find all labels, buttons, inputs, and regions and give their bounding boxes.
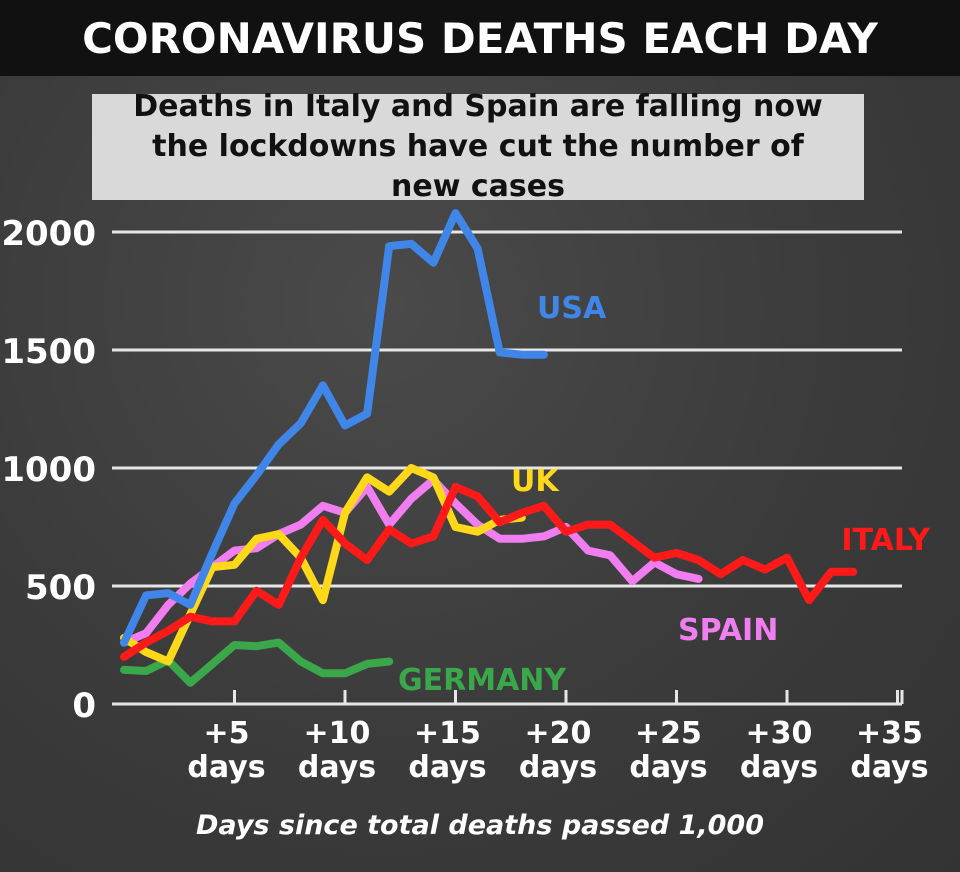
x-tick-label-unit: days [298,750,376,785]
series-labels: GERMANY SPAIN UK ITALY USA [398,291,931,698]
x-tick-label: +15 [414,716,481,751]
chart-title: CORONAVIRUS DEATHS EACH DAY [82,13,878,63]
y-tick-label: 0 [72,686,96,726]
x-tick-label-unit: days [408,750,486,785]
x-tick-label-unit: days [740,750,818,785]
y-tick-label: 2000 [1,214,96,254]
x-tick-label: +5 [203,716,249,751]
series-line-uk [120,464,526,666]
x-axis-ticks: +5days+10days+15days+20days+25days+30day… [187,716,928,785]
x-tick-label: +30 [746,716,813,751]
x-tick-label-unit: days [519,750,597,785]
y-axis-ticks: 0 500 1000 1500 2000 [1,214,96,726]
y-tick-label: 1000 [1,450,96,490]
series-line-spain [120,475,703,647]
gridlines [112,230,904,706]
x-tick-label-unit: days [850,750,928,785]
x-tick-label-unit: days [629,750,707,785]
series-label-spain: SPAIN [678,613,778,648]
series-label-germany: GERMANY [398,663,567,698]
x-tick-label: +20 [525,716,592,751]
series-line-italy [120,482,858,661]
y-tick-label: 1500 [1,332,96,372]
series-label-uk: UK [511,464,560,499]
series-label-usa: USA [537,291,607,326]
x-tick-label: +35 [856,716,923,751]
x-tick-label: +10 [304,716,371,751]
x-axis-label: Days since total deaths passed 1,000 [196,810,764,841]
title-bar: CORONAVIRUS DEATHS EACH DAY [0,0,960,76]
chart-subtitle: Deaths in Italy and Spain are falling no… [133,89,823,204]
x-tick-label-unit: days [187,750,265,785]
y-tick-label: 500 [25,568,96,608]
series-line-usa [120,209,548,647]
series-lines [120,209,858,687]
x-tick-label: +25 [635,716,702,751]
series-label-italy: ITALY [841,523,931,558]
subtitle-box: Deaths in Italy and Spain are falling no… [92,89,864,204]
